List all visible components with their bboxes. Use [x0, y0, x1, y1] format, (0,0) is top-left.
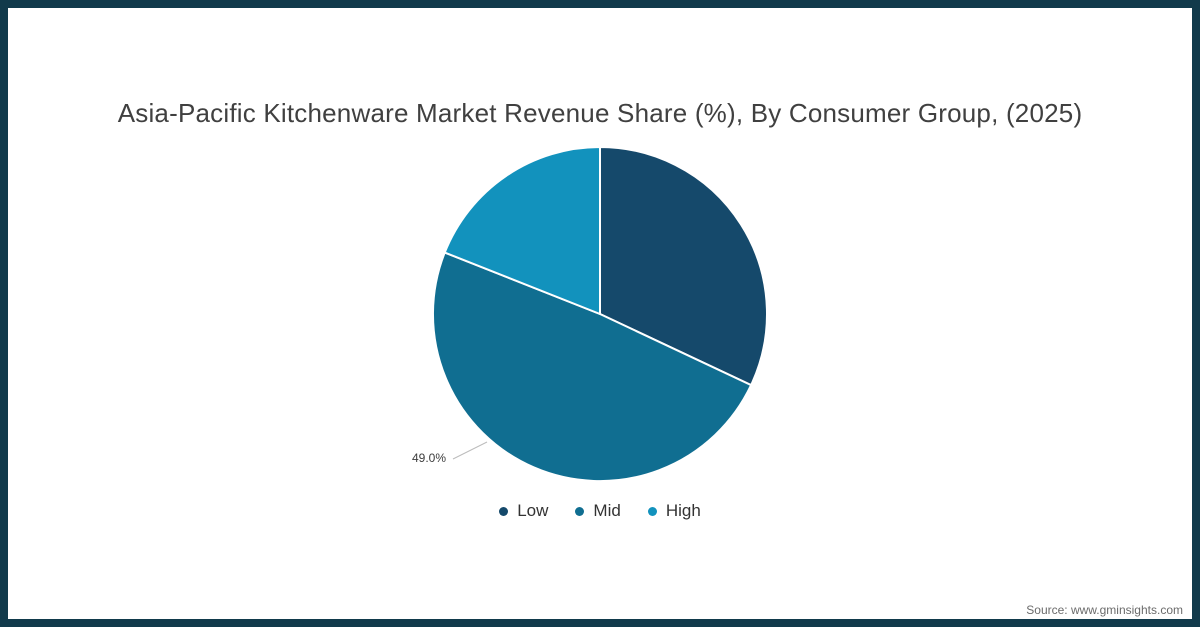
legend-label-high: High	[665, 501, 701, 520]
legend-dot-icon-low	[499, 506, 509, 516]
pie-slice-high	[443, 146, 601, 315]
legend-dot-icon-mid	[575, 506, 585, 516]
legend-item-mid: Mid	[575, 501, 621, 521]
data-label-mid: 49.0%	[412, 451, 447, 465]
data-label-leader-line	[452, 441, 488, 460]
chart-title: Asia-Pacific Kitchenware Market Revenue …	[117, 98, 1083, 128]
legend-item-low: Low	[499, 501, 548, 521]
pie-slice-low	[599, 146, 769, 387]
pie-slices	[431, 146, 769, 483]
pie-slice-mid	[431, 251, 753, 483]
legend-label-low: Low	[517, 501, 549, 520]
legend-item-high: High	[647, 501, 701, 521]
legend-label-mid: Mid	[593, 501, 621, 520]
legend-dot-icon-high	[647, 506, 657, 516]
legend: Low Mid High	[0, 501, 1200, 521]
source-text: Source: www.gminsights.com	[1026, 603, 1183, 617]
